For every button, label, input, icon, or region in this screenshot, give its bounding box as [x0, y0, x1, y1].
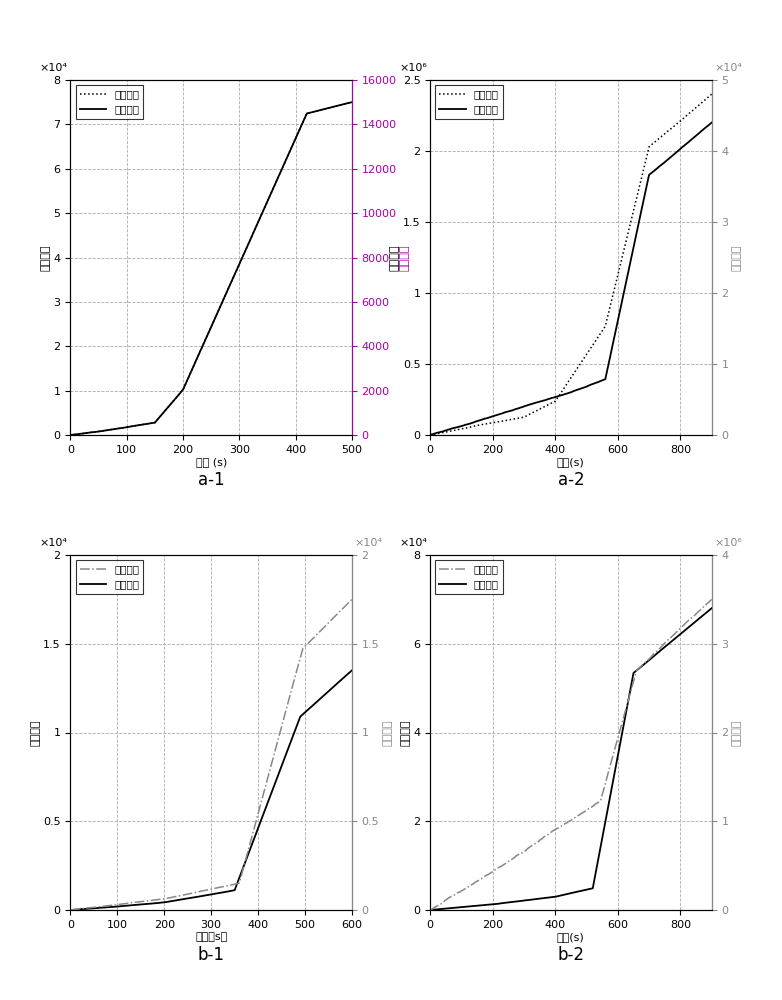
Y-axis label: 能量计数: 能量计数 — [731, 719, 741, 746]
Y-axis label: 撞击计数: 撞击计数 — [400, 719, 411, 746]
Text: a-2: a-2 — [558, 471, 584, 489]
Text: ×10⁶: ×10⁶ — [400, 63, 427, 73]
Legend: 撞击计数, 能量计数: 撞击计数, 能量计数 — [436, 560, 503, 594]
Y-axis label: 撞击计数: 撞击计数 — [731, 244, 741, 271]
X-axis label: 时间 (s): 时间 (s) — [196, 458, 227, 468]
Text: ×10⁴: ×10⁴ — [715, 63, 742, 73]
Text: b-1: b-1 — [198, 946, 224, 964]
Y-axis label: 能量计数: 能量计数 — [382, 719, 392, 746]
Y-axis label: 撞击计数: 撞击计数 — [30, 719, 40, 746]
Legend: 撞击计数, 能量计数: 撞击计数, 能量计数 — [76, 560, 143, 594]
Legend: 撞击计数, 振鈷计数: 撞击计数, 振鈷计数 — [76, 85, 143, 119]
X-axis label: 时间(s): 时间(s) — [557, 932, 585, 942]
Text: a-1: a-1 — [198, 471, 224, 489]
Text: ×10⁴: ×10⁴ — [40, 538, 67, 548]
X-axis label: 时间（s）: 时间（s） — [195, 932, 228, 942]
Y-axis label: 振鈷计数: 振鈷计数 — [390, 244, 400, 271]
X-axis label: 时间(s): 时间(s) — [557, 458, 585, 468]
Text: ×10⁴: ×10⁴ — [400, 538, 427, 548]
Y-axis label: 振鈷计数: 振鈷计数 — [41, 244, 51, 271]
Text: ×10⁴: ×10⁴ — [40, 63, 67, 73]
Y-axis label: 撞击计数: 撞击计数 — [400, 244, 410, 271]
Text: ×10⁶: ×10⁶ — [715, 538, 742, 548]
Legend: 撞击计数, 振鈷计数: 撞击计数, 振鈷计数 — [436, 85, 503, 119]
Text: b-2: b-2 — [558, 946, 584, 964]
Text: ×10⁴: ×10⁴ — [355, 538, 382, 548]
